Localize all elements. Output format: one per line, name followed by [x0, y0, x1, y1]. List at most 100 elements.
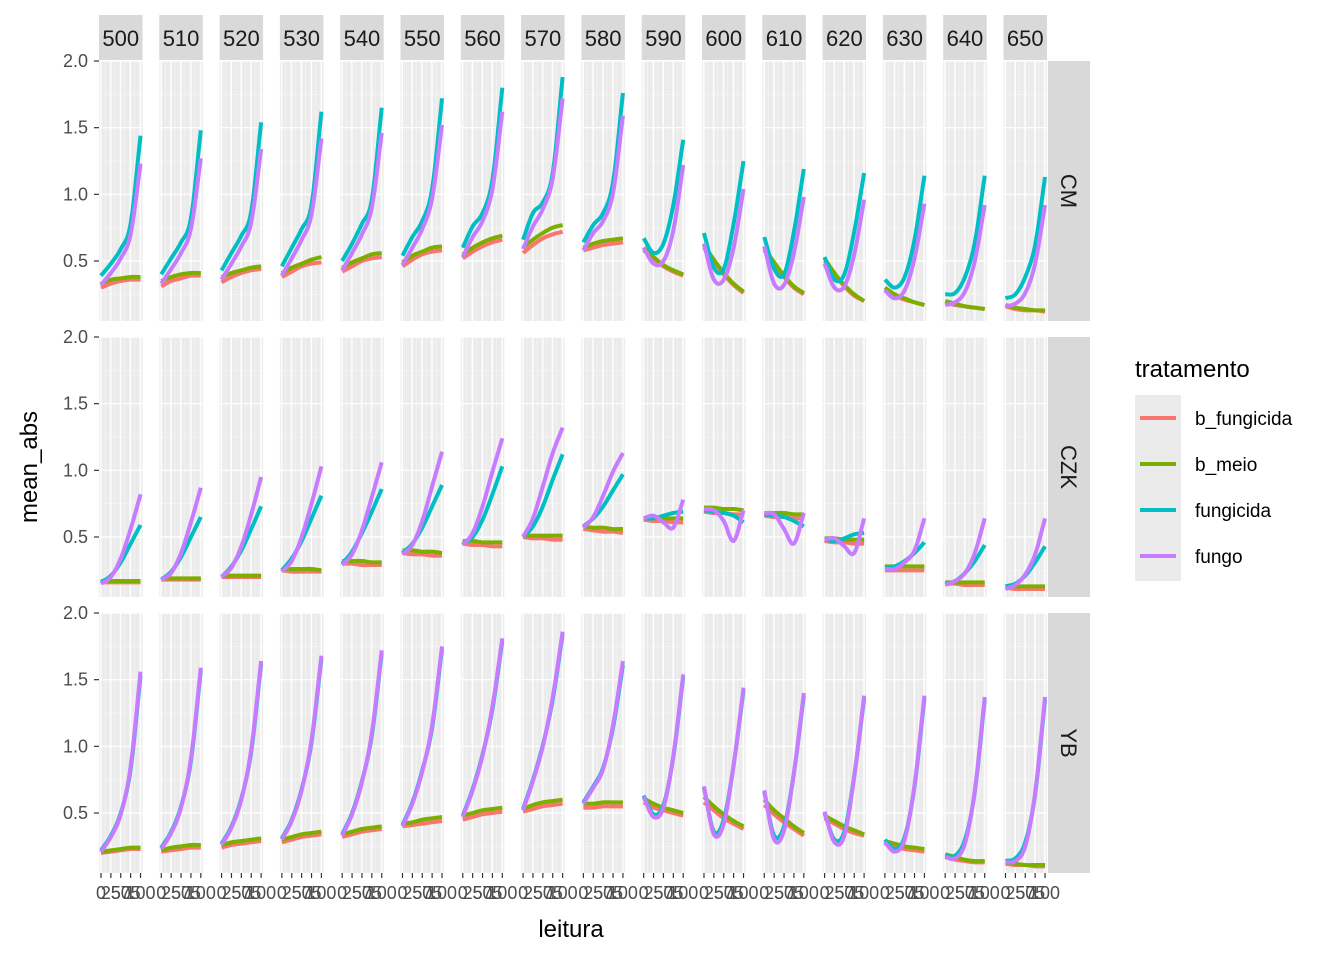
col-strip-610: 610	[762, 15, 806, 60]
panel-YB-560	[460, 612, 505, 873]
x-tick-label: 75	[603, 883, 623, 903]
facet-strips: CM CZK YB 500 510 520 530 540 550 560 570 580 590 600…	[99, 15, 1090, 873]
series-line-b_fungicida	[402, 819, 443, 829]
col-strip-label: 650	[1007, 26, 1044, 51]
series-line-b_meio	[221, 836, 262, 847]
series-line-fungo	[641, 674, 686, 820]
series-line-fungo	[762, 692, 806, 845]
x-tick-label: 50	[533, 883, 553, 903]
y-tick-label: 1.5	[63, 118, 88, 138]
series-line-b_meio	[522, 797, 563, 811]
legend-item-fungicida: fungicida	[1140, 501, 1271, 522]
panel-CM-600	[702, 60, 746, 321]
series-line-fungo	[944, 696, 987, 862]
panel-YB-550	[400, 612, 445, 873]
x-tick-label: 50	[714, 883, 734, 903]
panel-CM-530	[279, 60, 324, 321]
x-tick-label: 100	[367, 883, 397, 903]
col-strip-590: 590	[641, 15, 686, 60]
col-strip-630: 630	[882, 15, 927, 60]
series-line-fungo	[219, 660, 264, 847]
col-strip-background	[521, 15, 565, 60]
x-tick-label: 0	[96, 883, 106, 903]
series-line-fungicida	[1004, 176, 1048, 301]
series-line-fungo	[521, 98, 565, 250]
series-line-fungo	[944, 517, 987, 587]
x-tick-label: 25	[221, 883, 241, 903]
series-line-fungo	[702, 687, 746, 839]
col-strip-label: 570	[524, 26, 561, 51]
x-tick-label: 0	[397, 883, 407, 903]
col-strip-580: 580	[581, 15, 625, 60]
series-line-fungicida	[521, 453, 565, 539]
series-line-b_fungicida	[160, 273, 202, 289]
col-strip-560: 560	[460, 15, 505, 60]
col-strip-600: 600	[702, 15, 746, 60]
x-tick-label: 75	[482, 883, 502, 903]
x-tick-label: 25	[1005, 883, 1025, 903]
panel-YB-570	[521, 612, 565, 873]
series-line-fungo	[1005, 696, 1048, 865]
series-line-b_fungicida	[341, 255, 383, 274]
series-line-fungo	[1005, 204, 1047, 309]
series-line-fungo	[643, 499, 686, 531]
x-tick-label: 75	[784, 883, 804, 903]
panel-CM-520	[219, 60, 264, 321]
series-line-fungo	[160, 487, 203, 582]
x-tick-label: 25	[463, 883, 483, 903]
row-strip-CZK: CZK	[1048, 337, 1090, 597]
panel-CM-500	[99, 60, 143, 321]
x-tick-label: 100	[427, 883, 457, 903]
x-tick-label: 50	[653, 883, 673, 903]
x-tick-label: 100	[849, 883, 879, 903]
x-tick-label: 50	[171, 883, 191, 903]
series-line-fungicida	[822, 172, 867, 284]
legend-label: fungo	[1195, 547, 1243, 568]
series-line-fungo	[461, 437, 505, 547]
series-line-fungo	[280, 138, 324, 277]
series-line-b_fungicida	[220, 267, 262, 285]
x-tick-label: 0	[578, 883, 588, 903]
series-line-b_meio	[341, 251, 383, 270]
x-tick-label: 0	[156, 883, 166, 903]
series-line-fungo	[581, 115, 625, 252]
panel-YB-630	[882, 612, 927, 873]
col-strip-background	[702, 15, 746, 60]
col-strip-background	[159, 15, 203, 60]
x-tick-label: 0	[337, 883, 347, 903]
panel-CM-620	[822, 60, 867, 321]
y-tick-label: 0.5	[63, 251, 88, 271]
series-line-fungo	[824, 517, 867, 557]
col-strip-label: 500	[102, 26, 139, 51]
y-axis-title: mean_abs	[16, 411, 43, 523]
series-line-b_meio	[220, 264, 262, 279]
y-axis: 0.5 1.0 1.5 2.0 0.5 1.0 1.5 2.0 0.5 1.0 1.5 2.0	[63, 51, 99, 823]
x-tick-label: 50	[111, 883, 131, 903]
panel-YB-590	[641, 612, 686, 873]
x-tick-label: 25	[824, 883, 844, 903]
panel-CZK-530	[279, 336, 324, 597]
x-tick-label: 0	[518, 883, 528, 903]
col-strip-label: 620	[826, 26, 863, 51]
legend-items: b_fungicida b_meio fungicida fungo	[1140, 409, 1293, 568]
series-line-fungo	[99, 163, 143, 287]
col-strip-label: 510	[163, 26, 200, 51]
x-tick-label: 100	[970, 883, 1000, 903]
x-tick-label: 0	[699, 883, 709, 903]
panel-grid	[99, 60, 1048, 873]
col-strip-label: 530	[283, 26, 320, 51]
row-strip-background	[1048, 337, 1090, 597]
panel-CZK-630	[882, 336, 927, 597]
series-line-b_meio	[341, 824, 383, 837]
series-line-b_meio	[583, 524, 624, 532]
legend: tratamento b_fungicida b_meio fungicida fun…	[1135, 356, 1293, 581]
series-line-fungo	[822, 695, 867, 847]
legend-title: tratamento	[1135, 356, 1250, 383]
series-line-b_fungicida	[281, 568, 322, 574]
panel-CZK-520	[219, 336, 264, 597]
series-line-fungo	[340, 650, 384, 837]
series-line-b_fungicida	[522, 801, 563, 814]
x-tick-label: 75	[362, 883, 382, 903]
panel-CM-540	[340, 60, 384, 321]
